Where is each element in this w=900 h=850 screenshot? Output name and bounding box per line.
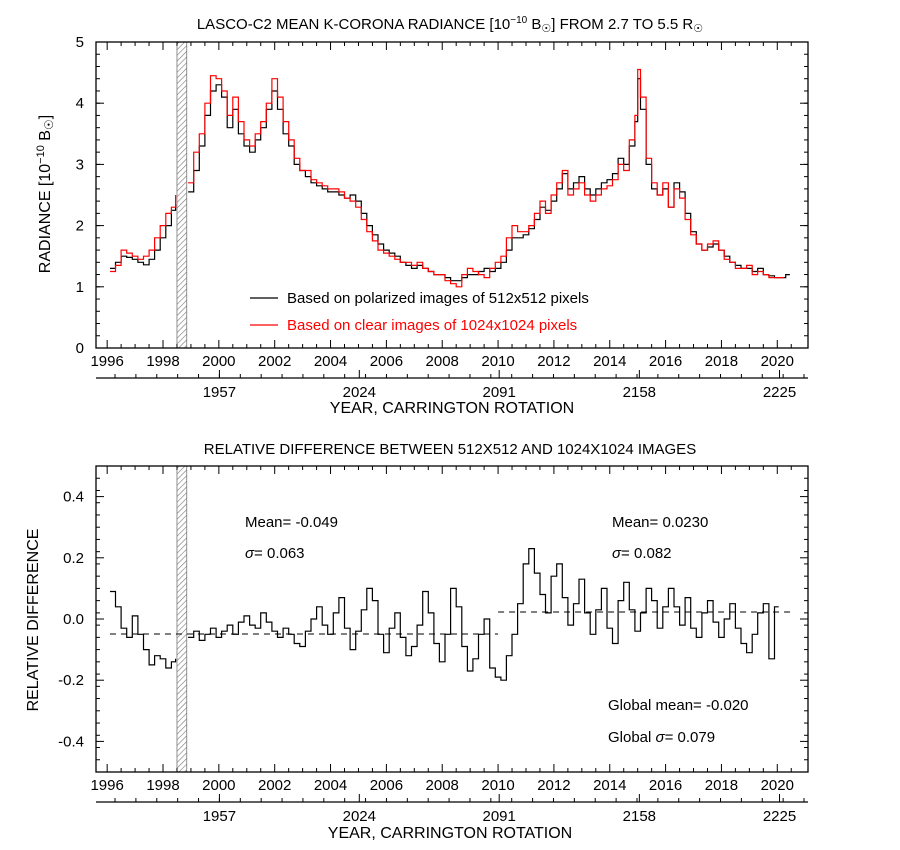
- relative-difference-y-axis-label: RELATIVE DIFFERENCE: [25, 529, 42, 712]
- y-tick-label: 4: [76, 95, 84, 112]
- carrington-tick-label: 2024: [343, 808, 376, 825]
- x-tick-label: 2016: [649, 353, 682, 370]
- radiance-plot-frame: [95, 41, 809, 349]
- x-tick-label: 2008: [426, 777, 459, 794]
- x-tick-label: 2018: [705, 353, 738, 370]
- series-line-1: [110, 68, 785, 288]
- y-tick-label: 0.4: [63, 489, 84, 506]
- relative-difference-title: RELATIVE DIFFERENCE BETWEEN 512X512 AND …: [204, 441, 696, 458]
- radiance-legend: Based on polarized images of 512x512 pix…: [250, 290, 589, 334]
- radiance-x-axis-label: YEAR, CARRINGTON ROTATION: [330, 400, 574, 417]
- radiance-series-group: [110, 68, 790, 288]
- y-tick-label: 0.0: [63, 611, 84, 628]
- y-tick-label: 0: [76, 340, 84, 357]
- relative-difference-x-axis-label: YEAR, CARRINGTON ROTATION: [328, 825, 572, 842]
- relative-difference-data-gap: [176, 465, 188, 773]
- x-tick-label: 2006: [370, 777, 403, 794]
- x-tick-label: 2012: [537, 353, 570, 370]
- x-tick-label: 1996: [90, 353, 123, 370]
- y-tick-label: 0.2: [63, 550, 84, 567]
- x-tick-label: 2010: [481, 353, 514, 370]
- carrington-tick-label: 1957: [203, 808, 236, 825]
- x-tick-label: 2004: [314, 777, 347, 794]
- x-tick-label: 2014: [593, 353, 626, 370]
- radiance-chart-title: LASCO-C2 MEAN K-CORONA RADIANCE [10−10 B…: [197, 15, 703, 35]
- legend-label-polarized: Based on polarized images of 512x512 pix…: [287, 290, 589, 307]
- x-tick-label: 2006: [370, 353, 403, 370]
- radiance-data-gap: [176, 41, 188, 349]
- radiance-y-axis-label: RADIANCE [10−10 B☉]: [35, 115, 56, 273]
- radiance-axis-ticks: 1996 1998 2000 2002 2004 2006 2008 2010 2012 2014…: [76, 34, 808, 401]
- carrington-tick-label: 2091: [482, 808, 515, 825]
- x-tick-label: 2000: [202, 353, 235, 370]
- x-tick-label: 1998: [146, 353, 179, 370]
- left-sigma-annotation: σ= 0.063: [245, 545, 305, 562]
- global-sigma-annotation: Global σ= 0.079: [608, 729, 715, 746]
- carrington-tick-label: 2024: [343, 384, 376, 401]
- radiance-chart: LASCO-C2 MEAN K-CORONA RADIANCE [10−10 B…: [35, 15, 809, 417]
- relative-difference-chart: RELATIVE DIFFERENCE BETWEEN 512X512 AND …: [25, 441, 809, 842]
- legend-label-clear: Based on clear images of 1024x1024 pixel…: [287, 317, 577, 334]
- x-tick-label: 1996: [90, 777, 123, 794]
- x-tick-label: 2020: [761, 353, 794, 370]
- series-line-0: [110, 548, 779, 681]
- x-tick-label: 2004: [314, 353, 347, 370]
- left-mean-annotation: Mean= -0.049: [245, 514, 338, 531]
- relative-difference-series-group: [110, 548, 779, 681]
- x-tick-label: 2016: [649, 777, 682, 794]
- carrington-tick-label: 2225: [763, 384, 796, 401]
- carrington-tick-label: 2091: [482, 384, 515, 401]
- y-tick-label: 2: [76, 218, 84, 235]
- x-tick-label: 2002: [258, 777, 291, 794]
- right-mean-annotation: Mean= 0.0230: [612, 514, 708, 531]
- carrington-tick-label: 2158: [623, 808, 656, 825]
- global-mean-annotation: Global mean= -0.020: [608, 697, 749, 714]
- x-tick-label: 2012: [537, 777, 570, 794]
- x-tick-label: 2000: [202, 777, 235, 794]
- y-tick-label: -0.2: [58, 672, 84, 689]
- relative-difference-axis-ticks: 1996 1998 2000 2002 2004 2006 2008 2010 2012 2014…: [58, 465, 808, 825]
- x-tick-label: 2014: [593, 777, 626, 794]
- y-tick-label: 3: [76, 156, 84, 173]
- x-tick-label: 2008: [426, 353, 459, 370]
- x-tick-label: 2002: [258, 353, 291, 370]
- y-tick-label: 5: [76, 34, 84, 51]
- relative-difference-plot-frame: [95, 465, 809, 773]
- carrington-tick-label: 2158: [623, 384, 656, 401]
- carrington-tick-label: 2225: [763, 808, 796, 825]
- y-tick-label: -0.4: [58, 733, 84, 750]
- carrington-tick-label: 1957: [203, 384, 236, 401]
- x-tick-label: 2010: [481, 777, 514, 794]
- x-tick-label: 1998: [146, 777, 179, 794]
- y-tick-label: 1: [76, 279, 84, 296]
- x-tick-label: 2020: [761, 777, 794, 794]
- x-tick-label: 2018: [705, 777, 738, 794]
- series-line-0: [110, 78, 790, 282]
- right-sigma-annotation: σ= 0.082: [612, 545, 672, 562]
